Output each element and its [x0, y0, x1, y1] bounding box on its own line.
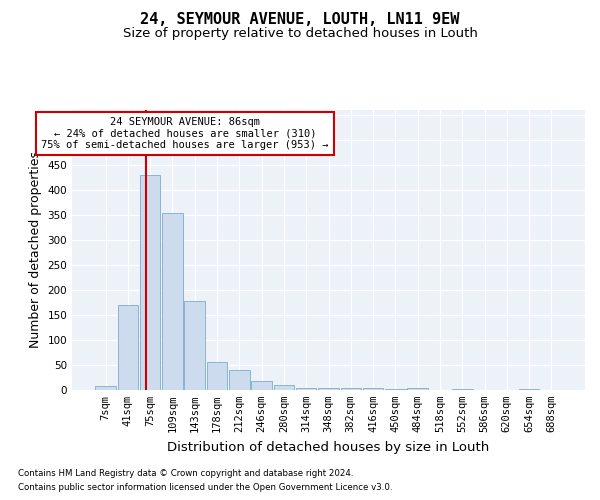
Bar	[407, 388, 428, 390]
Bar	[184, 301, 205, 390]
Y-axis label: Number of detached properties: Number of detached properties	[29, 152, 42, 348]
Bar	[118, 305, 138, 390]
Bar	[251, 380, 272, 390]
Bar	[519, 388, 539, 390]
Bar	[140, 175, 160, 390]
Text: Contains HM Land Registry data © Crown copyright and database right 2024.: Contains HM Land Registry data © Crown c…	[18, 468, 353, 477]
Bar	[162, 212, 183, 390]
Bar	[385, 389, 406, 390]
Bar	[296, 388, 316, 390]
Bar	[341, 388, 361, 390]
Text: Contains public sector information licensed under the Open Government Licence v3: Contains public sector information licen…	[18, 484, 392, 492]
Text: Size of property relative to detached houses in Louth: Size of property relative to detached ho…	[122, 28, 478, 40]
Bar	[452, 388, 473, 390]
Bar	[95, 386, 116, 390]
Text: 24 SEYMOUR AVENUE: 86sqm
← 24% of detached houses are smaller (310)
75% of semi-: 24 SEYMOUR AVENUE: 86sqm ← 24% of detach…	[41, 117, 329, 150]
Bar	[207, 362, 227, 390]
X-axis label: Distribution of detached houses by size in Louth: Distribution of detached houses by size …	[167, 440, 490, 454]
Bar	[318, 388, 339, 390]
Bar	[363, 388, 383, 390]
Bar	[274, 385, 294, 390]
Text: 24, SEYMOUR AVENUE, LOUTH, LN11 9EW: 24, SEYMOUR AVENUE, LOUTH, LN11 9EW	[140, 12, 460, 28]
Bar	[229, 370, 250, 390]
